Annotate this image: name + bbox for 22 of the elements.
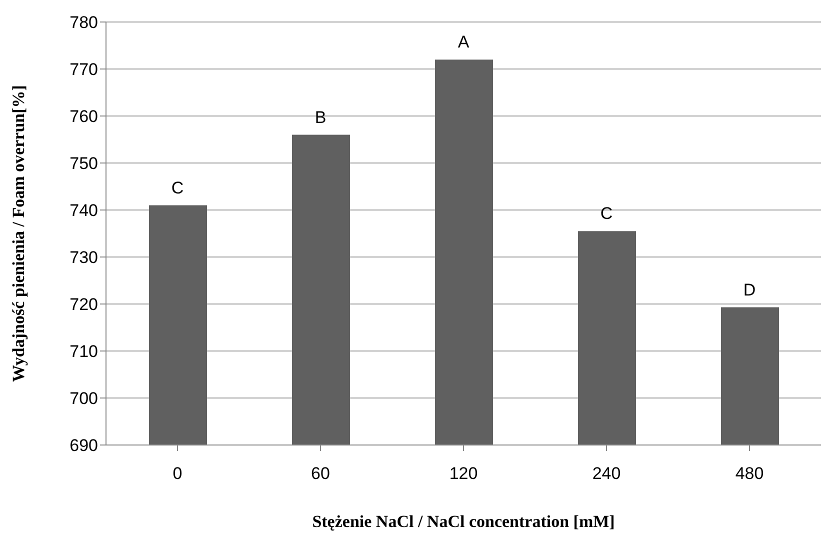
y-tick-label: 730 [70,248,98,268]
y-tick-label: 740 [70,201,98,220]
annotation: C [600,204,613,224]
x-tick-label: 60 [311,464,330,484]
x-tick-label: 120 [449,464,478,484]
y-tick-label: 760 [70,107,98,126]
annotation: B [314,108,326,127]
y-tick-label: 780 [70,13,98,32]
y-tick-label: 710 [70,342,98,362]
x-tick-label: 240 [592,464,621,484]
annotation: D [743,280,756,300]
y-tick-label: 770 [70,60,98,80]
y-tick-label: 720 [70,295,98,314]
annotation: A [458,32,470,52]
annotation: C [171,178,184,198]
y-tick-label: 700 [70,389,98,408]
y-tick-label: 690 [70,436,98,456]
x-axis-title: Stężenie NaCl / NaCl concentration [mM] [312,512,615,531]
y-axis-title: Wydajność pienienia / Foam overrun[%] [9,85,28,382]
x-tick-label: 0 [172,464,182,484]
y-tick-label: 750 [70,154,98,174]
x-tick-label: 480 [735,464,764,484]
